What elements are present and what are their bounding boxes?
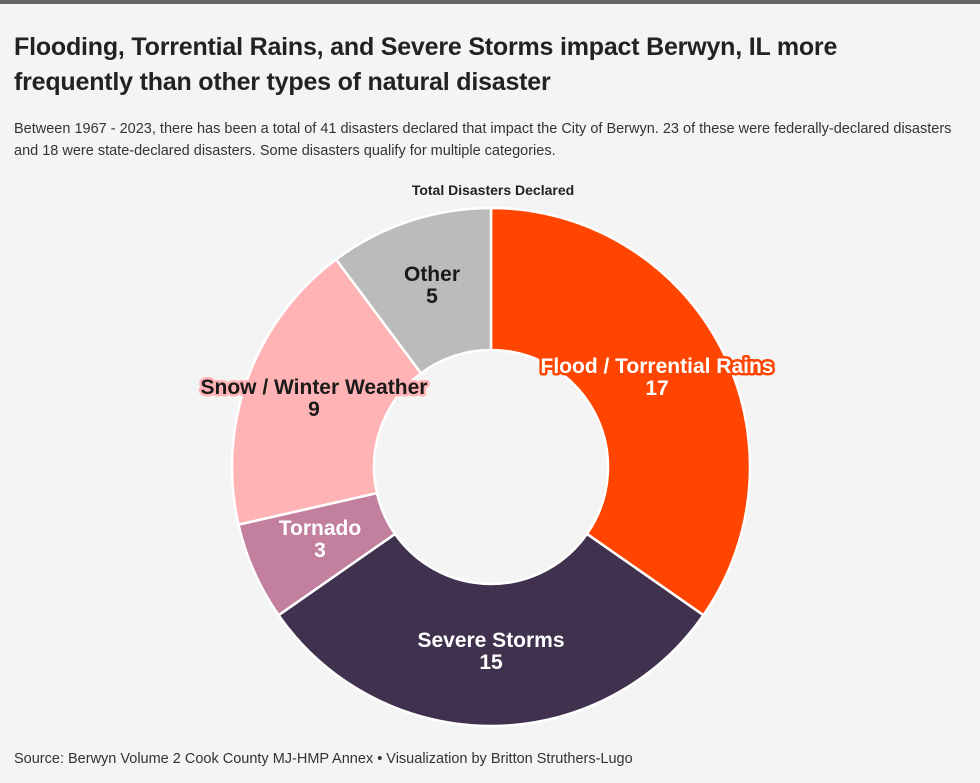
slice-value-label: 9 — [308, 398, 320, 421]
slice-category-label: Tornado — [279, 517, 361, 540]
label-severe-storms: Severe Storms 15 — [417, 629, 564, 674]
slice-value-label: 3 — [314, 539, 326, 562]
slice-other — [334, 206, 493, 375]
top-border — [0, 0, 980, 4]
slice-snow-winter-weather — [230, 257, 423, 527]
chart-title: Flooding, Torrential Rains, and Severe S… — [14, 33, 838, 96]
label-tornado: Tornado 3 — [279, 517, 361, 562]
slice-category-label: Other — [404, 263, 460, 286]
label-snow-winter-weather: Snow / Winter Weather 9 — [201, 376, 428, 421]
slice-category-label: Severe Storms — [417, 629, 564, 652]
chart-subtitle: Between 1967 - 2023, there has been a to… — [14, 121, 952, 159]
source-note: Source: Berwyn Volume 2 Cook County MJ-H… — [14, 751, 633, 767]
slice-category-label: Flood / Torrential Rains — [541, 355, 774, 378]
label-other: Other 5 — [404, 263, 460, 308]
slice-severe-storms — [276, 532, 706, 728]
slice-value-label: 15 — [479, 651, 503, 674]
slice-value-label: 17 — [645, 377, 668, 400]
label-flood-torrential-rains: Flood / Torrential Rains 17 — [541, 355, 774, 400]
slice-value-label: 5 — [426, 285, 438, 308]
donut-slices — [230, 206, 752, 728]
chart-heading: Total Disasters Declared — [412, 182, 574, 198]
slice-category-label: Snow / Winter Weather — [201, 376, 428, 399]
slice-flood-torrential-rains — [489, 206, 752, 617]
